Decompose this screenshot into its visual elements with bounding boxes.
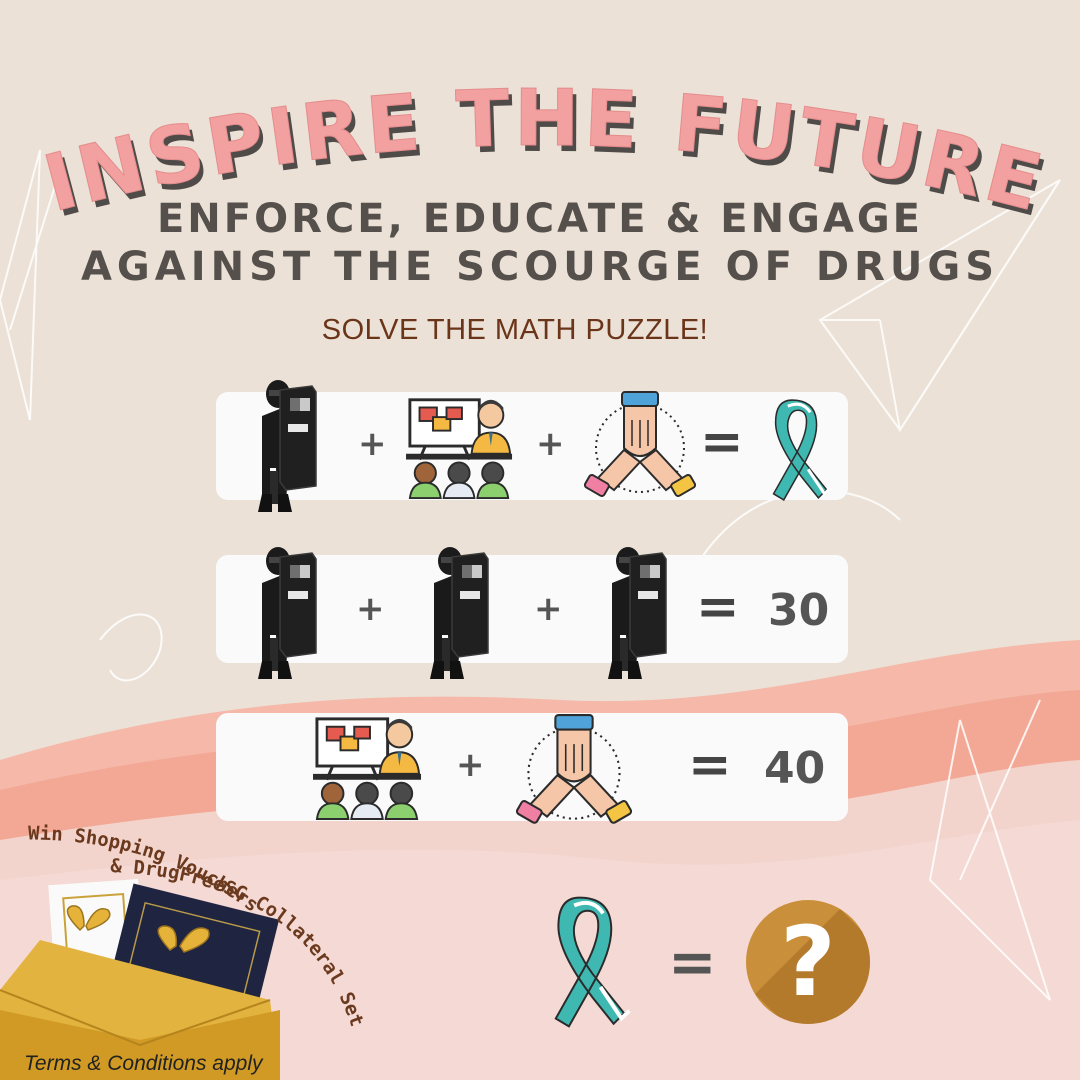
prize-graphic: Win Shopping Vouchers — [0, 823, 280, 1080]
equation-row-1: + + = — [216, 379, 848, 513]
teamwork-hands-icon — [516, 714, 632, 825]
equals-sign: = — [668, 928, 717, 996]
officer-icon — [607, 546, 667, 680]
result-value: 40 — [764, 743, 826, 794]
classroom-icon — [404, 398, 514, 500]
plus-sign: + — [356, 589, 385, 629]
teamwork-hands-icon — [584, 391, 696, 499]
question-mark-icon: ? — [746, 900, 870, 1024]
equals-sign: = — [696, 577, 740, 637]
question-mark: ? — [780, 906, 836, 1018]
teal-ribbon-icon — [772, 398, 833, 502]
classroom-icon — [312, 717, 423, 821]
plus-sign: + — [358, 424, 387, 464]
officer-icon — [429, 546, 489, 680]
subtitle-line-2: AGAINST THE SCOURGE OF DRUGS — [80, 244, 1000, 290]
plus-sign: + — [534, 589, 563, 629]
plus-sign: + — [456, 745, 485, 785]
equals-sign: = — [700, 412, 744, 472]
officer-icon — [257, 379, 317, 513]
equals-sign: = — [688, 735, 732, 795]
subtitle-line-1: ENFORCE, EDUCATE & ENGAGE — [156, 196, 924, 242]
plus-sign: + — [536, 424, 565, 464]
main-title: INSPIRE THE FUTURE INSPIRE THE FUTURE — [35, 73, 1054, 236]
equation-row-3: + = 40 — [216, 713, 848, 825]
result-value: 30 — [768, 585, 830, 636]
officer-icon — [257, 546, 317, 680]
teal-ribbon-icon — [553, 895, 632, 1029]
terms-and-conditions: Terms & Conditions apply — [24, 1052, 263, 1075]
puzzle-heading: SOLVE THE MATH PUZZLE! — [321, 314, 709, 346]
equation-row-2: + + = 30 — [216, 546, 848, 680]
